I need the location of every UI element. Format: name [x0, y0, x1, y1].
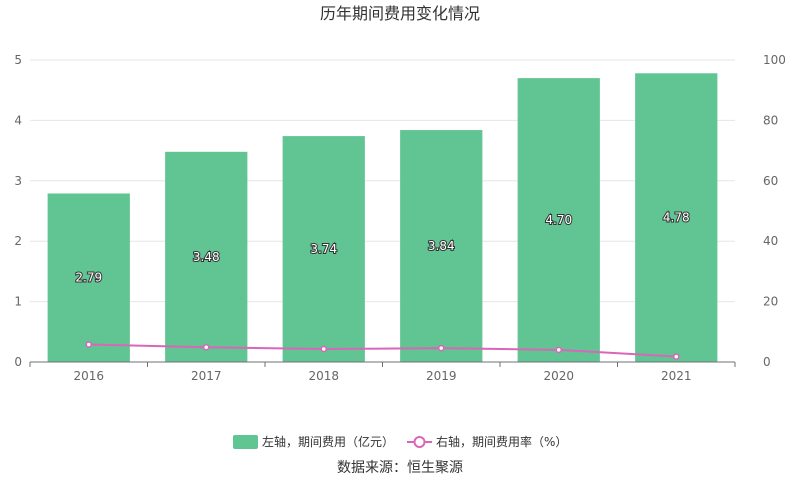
line-point: [85, 341, 92, 348]
line-series: [85, 341, 680, 360]
axes: 0 0 1 20 2 40 3 60 4 80 5 100 2016 2017 2018 2019 2020 20…: [14, 53, 786, 383]
bar: [165, 151, 248, 362]
y-left-tick-label: 2: [14, 234, 22, 248]
legend-bar-swatch: [233, 435, 258, 449]
y-right-tick-label: 80: [763, 113, 778, 127]
chart-title: 历年期间费用变化情况: [320, 4, 480, 23]
x-tick-label: 2019: [426, 369, 457, 383]
bar-data-label: 2.79: [75, 271, 102, 285]
y-left-tick-label: 0: [14, 355, 22, 369]
y-right-tick-label: 100: [763, 53, 786, 67]
x-tick-label: 2017: [191, 369, 222, 383]
y-right-tick-label: 0: [763, 355, 771, 369]
bar-data-label: 3.48: [193, 250, 220, 264]
bar: [517, 78, 600, 363]
legend[interactable]: 左轴，期间费用（亿元） 右轴，期间费用率（%）: [233, 434, 567, 449]
line-point: [673, 353, 680, 360]
y-right-tick-label: 40: [763, 234, 778, 248]
bar-data-label: 3.84: [428, 239, 455, 253]
x-tick-label: 2016: [73, 369, 104, 383]
y-right-tick-label: 60: [763, 174, 778, 188]
line-point: [555, 346, 562, 354]
x-tick-label: 2020: [543, 369, 574, 383]
series-line: [88, 343, 677, 358]
bar: [282, 136, 365, 362]
legend-bar-label: 左轴，期间费用（亿元）: [262, 434, 394, 449]
bar-data-label: 4.70: [545, 213, 572, 227]
bar: [47, 193, 130, 362]
legend-line-marker: [413, 436, 426, 448]
y-left-tick-label: 1: [14, 295, 22, 309]
line-point: [320, 345, 327, 353]
bar: [635, 73, 718, 363]
y-left-tick-label: 3: [14, 174, 22, 188]
y-right-tick-label: 20: [763, 295, 778, 309]
y-left-tick-label: 4: [14, 113, 22, 127]
line-point: [438, 344, 445, 352]
legend-line-label: 右轴，期间费用率（%）: [436, 434, 567, 449]
line-point: [203, 343, 210, 351]
x-tick-label: 2021: [661, 369, 692, 383]
bar-series: 2.79 3.48 3.74 3.84 4.70 4.78: [47, 73, 718, 363]
x-tick-label: 2018: [308, 369, 339, 383]
bar: [400, 130, 483, 362]
data-source: 数据来源：恒生聚源: [337, 460, 463, 476]
y-left-tick-label: 5: [14, 53, 22, 67]
grid: [30, 59, 735, 303]
bar-data-label: 3.74: [310, 242, 337, 256]
bar-data-label: 4.78: [663, 211, 690, 225]
